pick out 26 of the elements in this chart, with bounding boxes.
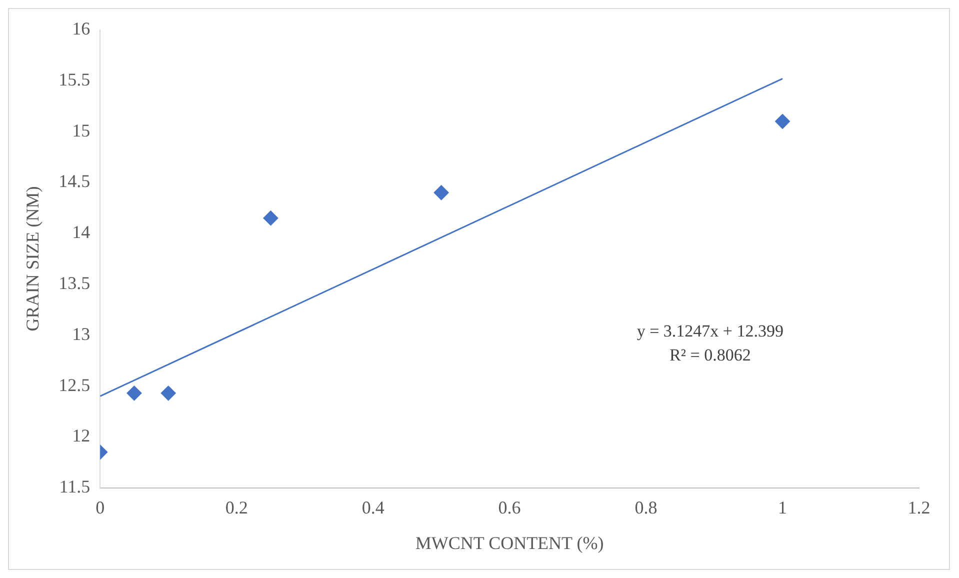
y-tick-label: 12.5 (58, 374, 90, 395)
x-tick-label: 0.8 (634, 497, 658, 518)
x-axis-title: MWCNT CONTENT (%) (415, 532, 604, 553)
x-tick-label: 0.6 (498, 497, 521, 518)
y-tick-label: 15 (72, 120, 90, 140)
point (263, 210, 278, 226)
y-tick-label: 11.5 (59, 476, 90, 497)
x-tick-label: 0.2 (225, 497, 248, 518)
x-tick-label: 0 (96, 497, 105, 518)
y-tick-label: 13 (72, 324, 90, 344)
y-tick-label: 14 (72, 222, 90, 242)
y-axis-title: GRAIN SIZE (NM) (22, 186, 43, 332)
annotation: y = 3.1247x + 12.399 (636, 322, 784, 341)
point (775, 114, 790, 129)
y-tick-label: 14.5 (58, 171, 90, 192)
annotation: R² = 0.8062 (670, 346, 751, 365)
point (434, 185, 449, 200)
point (126, 386, 142, 401)
x-tick-label: 1 (778, 497, 788, 518)
x-tick-label: 0.4 (362, 497, 384, 518)
y-tick-label: 12 (72, 426, 90, 446)
x-tick-label: 1.2 (908, 497, 930, 518)
y-tick-label: 13.5 (58, 272, 90, 293)
point (160, 386, 176, 401)
y-tick-label: 16 (72, 18, 90, 39)
y-tick-label: 15.5 (58, 69, 90, 90)
